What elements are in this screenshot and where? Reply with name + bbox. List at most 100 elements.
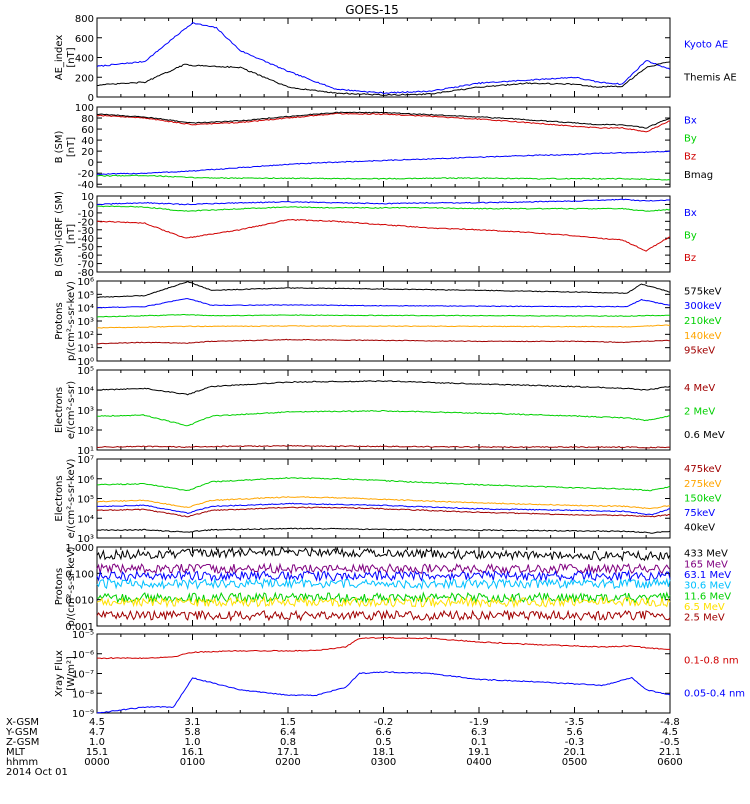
axis-row-label: Z-GSM bbox=[6, 737, 39, 748]
protons_low-legend-140kev: 140keV bbox=[684, 331, 722, 342]
electrons_kev-legend-150kev: 150keV bbox=[684, 493, 722, 504]
electrons_mev-ytick-label: 10⁵ bbox=[77, 366, 94, 377]
axis-tick-value: -0.5 bbox=[660, 737, 680, 748]
bigrf-ytick-label: -80 bbox=[78, 268, 94, 279]
axis-tick-value: 0.5 bbox=[376, 737, 392, 748]
electrons_mev-series-2-mev bbox=[96, 410, 671, 427]
protons_low-series-575kev bbox=[97, 280, 671, 298]
axis-tick-value: 5.6 bbox=[567, 727, 583, 738]
bigrf-legend-by: By bbox=[684, 230, 697, 241]
xray-ytick-label: 10⁻⁹ bbox=[72, 709, 94, 720]
protons_mev-series-11-6-mev bbox=[96, 591, 671, 604]
protons_low-ytick-label: 10² bbox=[77, 330, 94, 341]
axis-tick-value: 0400 bbox=[466, 757, 491, 768]
bsm-ytick-label: 60 bbox=[81, 125, 94, 136]
bigrf-ytick-label: 0 bbox=[88, 200, 94, 211]
bsm-frame bbox=[96, 106, 671, 188]
bigrf-ytick-label: -50 bbox=[78, 243, 94, 254]
bsm-ytick-label: 0 bbox=[88, 158, 94, 169]
xray-ytick-label: 10⁻⁸ bbox=[72, 689, 94, 700]
bsm-ytick-label: 80 bbox=[81, 114, 94, 125]
protons_mev-legend-11-6-mev: 11.6 MeV bbox=[684, 591, 731, 602]
bigrf-ytick-label: -70 bbox=[78, 260, 94, 271]
protons_low-series-95kev bbox=[96, 338, 671, 345]
axis-tick-value: 4.7 bbox=[89, 727, 105, 738]
bsm-legend-by: By bbox=[684, 134, 697, 145]
xray-ylabel: Xray Flux bbox=[54, 650, 65, 697]
bsm-legend-bmag: Bmag bbox=[684, 170, 713, 181]
axis-tick-value: 4.5 bbox=[662, 727, 678, 738]
electrons_kev-series-150kev bbox=[96, 477, 671, 492]
bsm-ytick-label: -40 bbox=[78, 180, 94, 191]
ae-ytick-label: 400 bbox=[75, 54, 94, 65]
protons_mev-ytick-label: 0.010 bbox=[65, 596, 94, 607]
bigrf-legend-bz: Bz bbox=[684, 253, 696, 264]
chart-title: GOES-15 bbox=[345, 3, 399, 17]
ae-ylabel: AE_index bbox=[54, 35, 65, 81]
axis-row-label: MLT bbox=[6, 747, 26, 758]
xray-ytick-label: 10⁻⁷ bbox=[72, 670, 94, 681]
axis-tick-value: 0600 bbox=[657, 757, 682, 768]
axis-tick-value: 0.1 bbox=[471, 737, 487, 748]
protons_mev-ytick-label: 1.000 bbox=[65, 543, 94, 554]
ae-legend-kyoto-ae: Kyoto AE bbox=[684, 40, 728, 51]
axis-tick-value: 0200 bbox=[275, 757, 300, 768]
axis-tick-value: 6.3 bbox=[471, 727, 487, 738]
protons_mev-legend-30-6-mev: 30.6 MeV bbox=[684, 581, 731, 592]
protons_mev-legend-2-5-mev: 2.5 MeV bbox=[684, 613, 725, 624]
ae-ytick-label: 200 bbox=[75, 73, 94, 84]
protons_mev-series-165-mev bbox=[96, 562, 671, 575]
axis-tick-value: 6.6 bbox=[376, 727, 392, 738]
electrons_kev-ytick-label: 10⁶ bbox=[77, 475, 94, 486]
axis-tick-value: 3.1 bbox=[185, 717, 201, 728]
ae-legend-themis-ae: Themis AE bbox=[683, 73, 737, 84]
bigrf-ytick-label: -40 bbox=[78, 234, 94, 245]
bsm-legend-bz: Bz bbox=[684, 152, 696, 163]
protons_low-ytick-label: 10⁶ bbox=[77, 277, 94, 288]
electrons_mev-legend-0-6-mev: 0.6 MeV bbox=[684, 430, 725, 441]
axis-tick-value: 20.1 bbox=[563, 747, 585, 758]
protons_low-legend-210kev: 210keV bbox=[684, 316, 722, 327]
electrons_mev-ytick-label: 10⁴ bbox=[77, 386, 94, 397]
protons_mev-legend-63-1-mev: 63.1 MeV bbox=[684, 570, 731, 581]
electrons_kev-ytick-label: 10⁷ bbox=[77, 455, 94, 466]
bigrf-ylabel: [nT] bbox=[66, 224, 77, 244]
protons_mev-series-2-5-mev bbox=[96, 609, 671, 622]
protons_mev-ytick-label: 0.100 bbox=[65, 569, 94, 580]
ae-series-kyoto-ae bbox=[96, 22, 671, 95]
ae-ytick-label: 600 bbox=[75, 34, 94, 45]
axis-tick-value: 16.1 bbox=[181, 747, 203, 758]
protons_low-ytick-label: 10³ bbox=[77, 317, 94, 328]
electrons_kev-ylabel: Electrons bbox=[54, 475, 65, 521]
xray-legend-0-1-0-8-nm: 0.1-0.8 nm bbox=[684, 656, 739, 667]
axis-tick-value: 6.4 bbox=[280, 727, 296, 738]
electrons_mev-ytick-label: 10³ bbox=[77, 406, 94, 417]
protons_low-ylabel: p/(cm²-s-sr-keV) bbox=[66, 281, 77, 361]
xray-ylabel: [W/m²] bbox=[66, 656, 77, 691]
axis-tick-value: 0500 bbox=[562, 757, 587, 768]
ae-ytick-label: 0 bbox=[88, 93, 94, 104]
electrons_kev-ytick-label: 10³ bbox=[77, 534, 94, 545]
bsm-legend-bx: Bx bbox=[684, 115, 697, 126]
axis-tick-value: -3.5 bbox=[565, 717, 585, 728]
bigrf-ytick-label: -30 bbox=[78, 226, 94, 237]
protons_low-ytick-label: 10¹ bbox=[77, 344, 94, 355]
protons_mev-series-433-mev bbox=[96, 546, 671, 562]
xray-series-0-1-0-8-nm bbox=[97, 636, 670, 660]
axis-tick-value: 15.1 bbox=[86, 747, 108, 758]
axis-tick-value: 21.1 bbox=[659, 747, 681, 758]
ae-series-themis-ae bbox=[97, 61, 671, 97]
electrons_kev-ytick-label: 10⁵ bbox=[77, 495, 94, 506]
electrons_mev-legend-2-mev: 2 MeV bbox=[684, 407, 715, 418]
electrons_mev-ylabel: Electrons bbox=[54, 387, 65, 433]
protons_mev-series-30-6-mev bbox=[96, 577, 671, 591]
protons_mev-ytick-label: 0.001 bbox=[65, 622, 94, 633]
bigrf-series-by bbox=[96, 205, 671, 212]
axis-tick-value: 0000 bbox=[84, 757, 109, 768]
axis-tick-value: 5.8 bbox=[185, 727, 201, 738]
bsm-ytick-label: 20 bbox=[81, 147, 94, 158]
bsm-series-by bbox=[96, 174, 671, 181]
protons_low-ytick-label: 10⁰ bbox=[77, 357, 94, 368]
